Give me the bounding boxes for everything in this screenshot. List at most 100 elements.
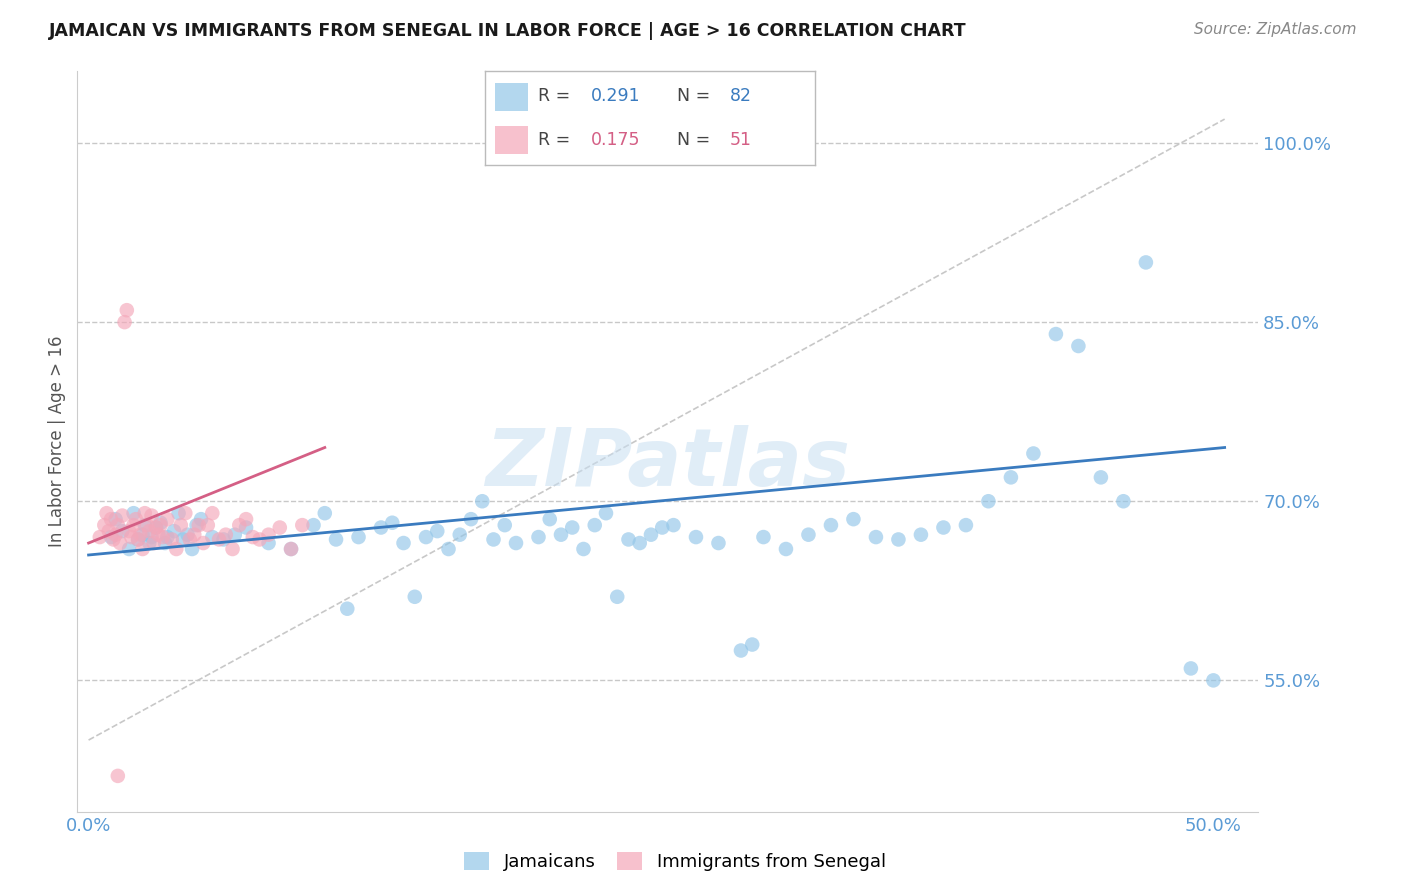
Point [108, 536, 131, 550]
Point [1202, 673, 1225, 688]
Point [651, 520, 673, 534]
Point [572, 541, 595, 556]
Point [249, 533, 271, 547]
Point [347, 530, 370, 544]
Point [471, 494, 494, 508]
Point [167, 506, 190, 520]
Point [257, 527, 280, 541]
Point [145, 520, 167, 534]
Point [97, 524, 120, 538]
Point [193, 536, 215, 550]
Point [138, 536, 160, 550]
Point [136, 518, 159, 533]
Point [190, 512, 212, 526]
Point [730, 643, 752, 657]
Point [640, 527, 662, 541]
Point [865, 530, 887, 544]
Text: 82: 82 [730, 87, 752, 105]
Point [183, 527, 205, 541]
Point [141, 508, 163, 523]
Point [617, 533, 640, 547]
Point [235, 520, 257, 534]
Point [131, 541, 153, 556]
Point [179, 533, 201, 547]
Point [910, 527, 932, 541]
Y-axis label: In Labor Force | Age > 16: In Labor Force | Age > 16 [48, 335, 66, 548]
Point [977, 494, 1000, 508]
Point [187, 518, 209, 533]
Point [550, 527, 572, 541]
Point [118, 541, 141, 556]
Point [174, 506, 197, 520]
Point [887, 533, 910, 547]
Point [606, 590, 628, 604]
Point [111, 524, 134, 538]
Point [153, 536, 176, 550]
Point [257, 536, 280, 550]
Point [302, 518, 325, 533]
Point [415, 530, 437, 544]
Point [314, 506, 336, 520]
Text: 0.175: 0.175 [591, 131, 640, 149]
Point [160, 533, 183, 547]
Point [662, 518, 685, 533]
Point [1112, 494, 1135, 508]
Point [336, 601, 359, 615]
Text: N =: N = [676, 131, 716, 149]
Point [100, 512, 122, 526]
Point [820, 518, 842, 533]
Point [460, 512, 482, 526]
Text: R =: R = [538, 131, 575, 149]
Point [176, 527, 198, 541]
Point [152, 530, 174, 544]
Point [163, 524, 186, 538]
Point [221, 541, 243, 556]
Point [1067, 339, 1090, 353]
Point [165, 541, 187, 556]
Point [142, 536, 165, 550]
Point [111, 508, 134, 523]
Point [1180, 661, 1202, 675]
Point [449, 527, 471, 541]
Point [127, 533, 149, 547]
Text: 0.291: 0.291 [591, 87, 640, 105]
Point [149, 516, 172, 530]
Point [145, 520, 167, 534]
Point [156, 512, 179, 526]
Point [1090, 470, 1112, 484]
Point [482, 533, 505, 547]
Point [197, 518, 219, 533]
Point [561, 520, 583, 534]
Point [1022, 446, 1045, 460]
Point [129, 527, 152, 541]
Point [212, 533, 235, 547]
Point [1045, 327, 1067, 342]
Point [291, 518, 314, 533]
Point [89, 530, 111, 544]
Point [118, 524, 141, 538]
Text: JAMAICAN VS IMMIGRANTS FROM SENEGAL IN LABOR FORCE | AGE > 16 CORRELATION CHART: JAMAICAN VS IMMIGRANTS FROM SENEGAL IN L… [49, 22, 967, 40]
Point [752, 530, 775, 544]
Point [842, 512, 865, 526]
Point [120, 530, 142, 544]
Point [186, 518, 208, 533]
Text: N =: N = [676, 87, 716, 105]
Point [107, 769, 129, 783]
Point [96, 506, 118, 520]
Point [125, 512, 148, 526]
Point [381, 516, 404, 530]
Point [494, 518, 516, 533]
Point [235, 512, 257, 526]
Point [370, 520, 392, 534]
Point [404, 590, 426, 604]
Point [149, 518, 172, 533]
Point [1000, 470, 1022, 484]
Point [242, 530, 264, 544]
Point [955, 518, 977, 533]
Point [215, 527, 238, 541]
Point [172, 533, 194, 547]
Point [437, 541, 460, 556]
Text: 51: 51 [730, 131, 752, 149]
Point [505, 536, 527, 550]
Point [93, 518, 115, 533]
